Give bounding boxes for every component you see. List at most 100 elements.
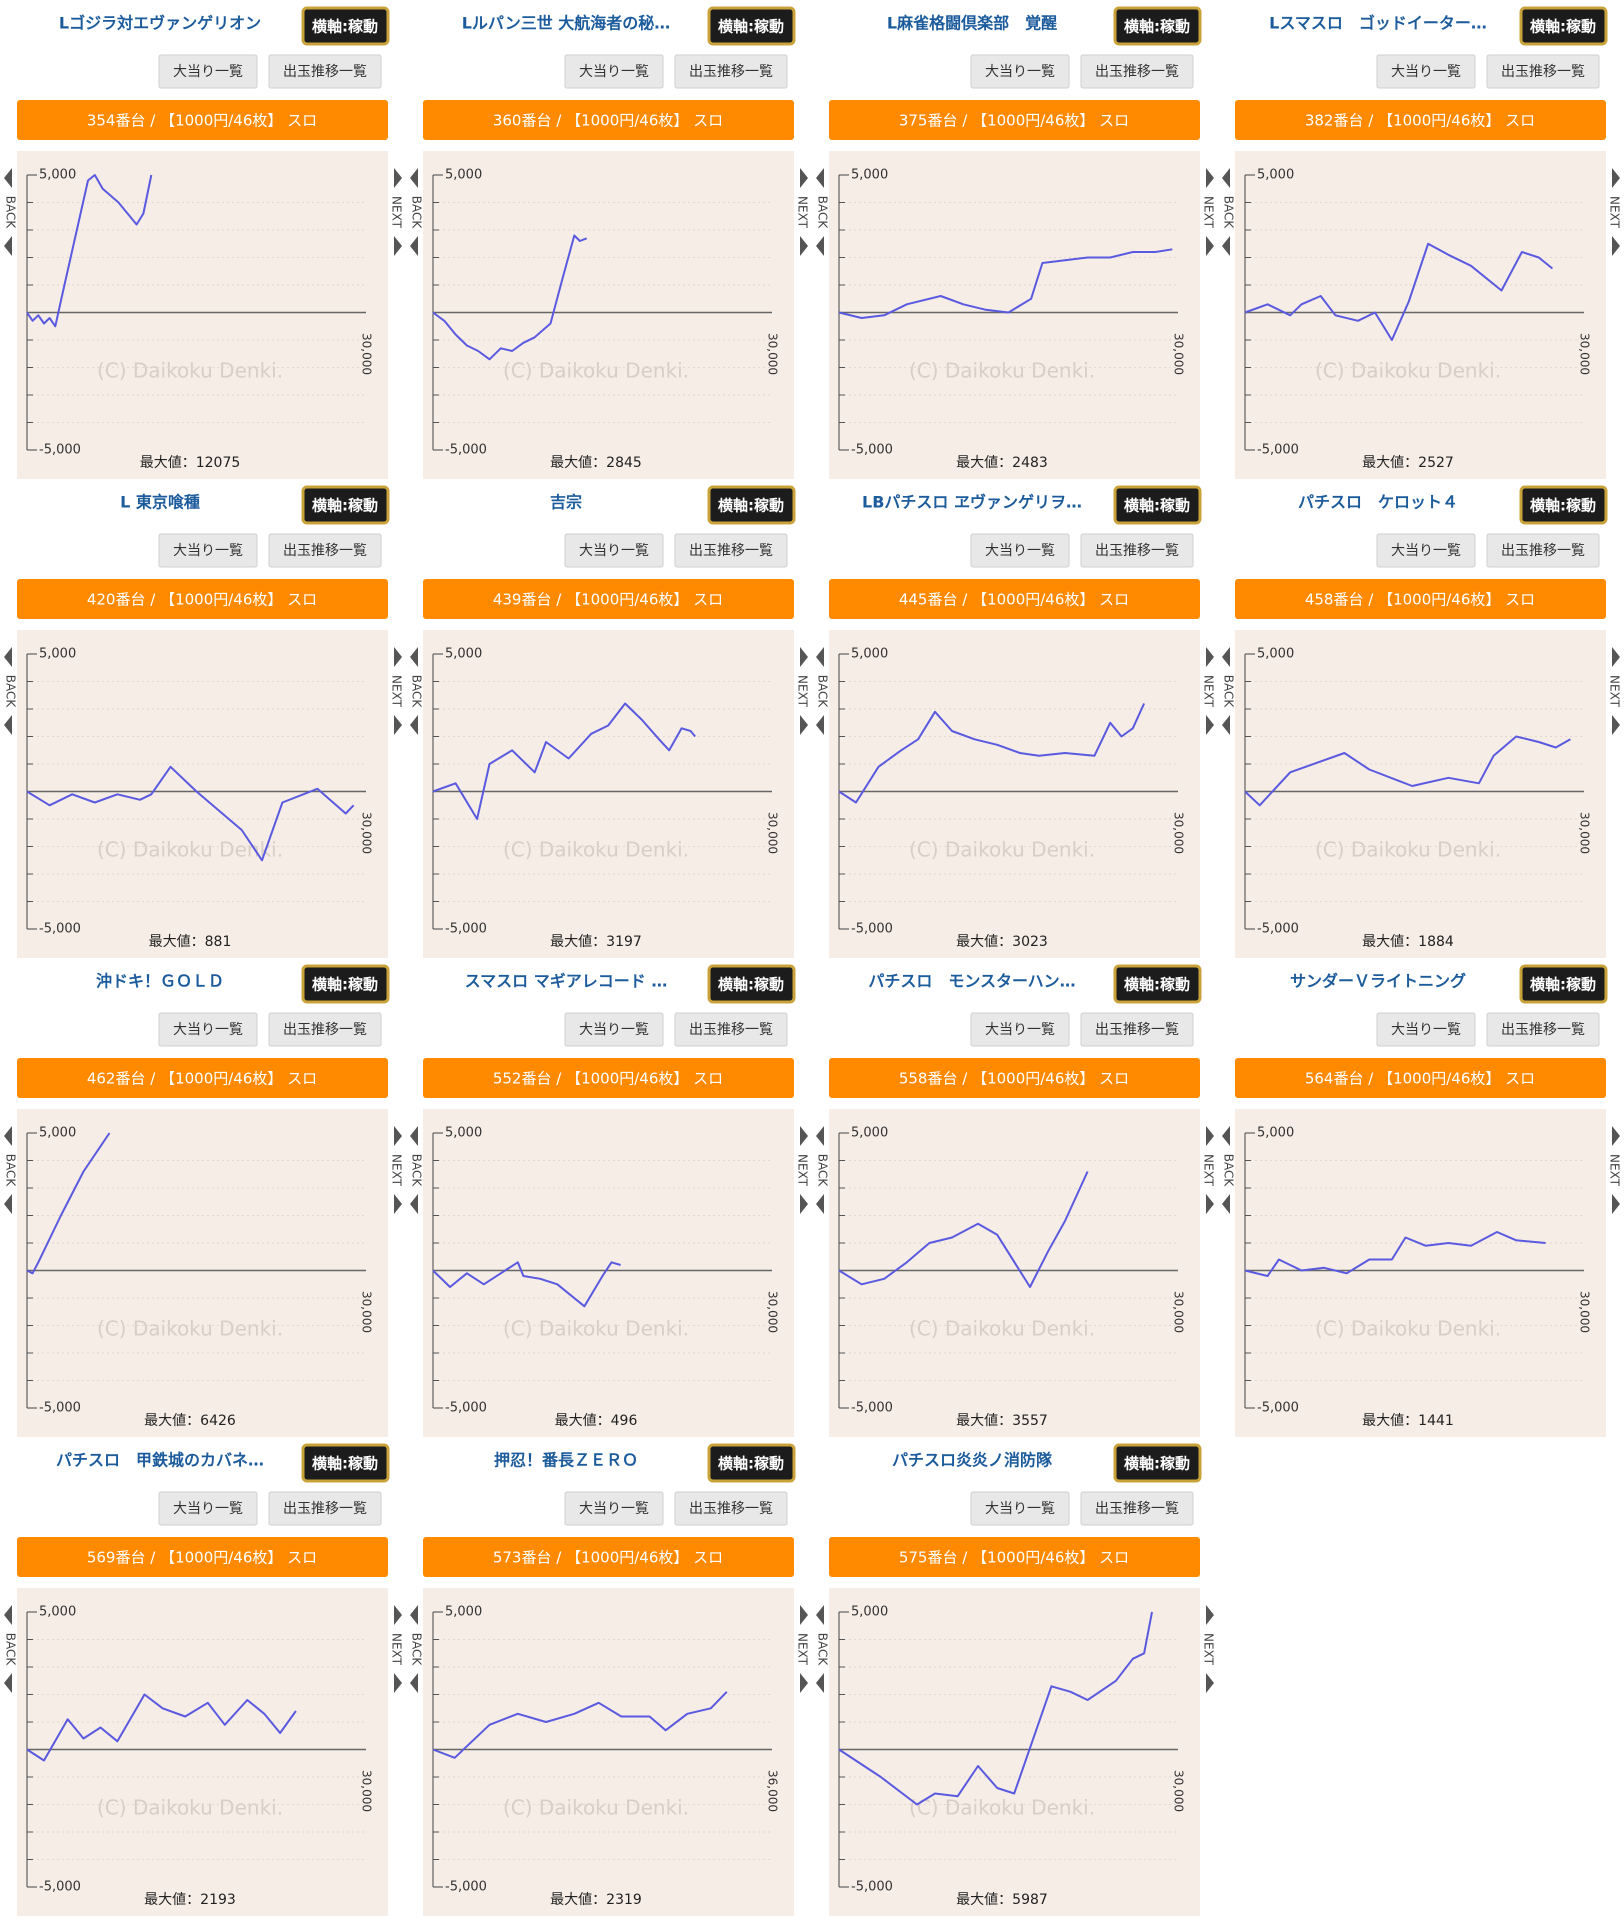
trend-button[interactable] — [268, 54, 382, 89]
next-arrow-up[interactable] — [1206, 168, 1214, 188]
next-label[interactable]: NEXT — [1202, 1154, 1216, 1187]
next-arrow-up[interactable] — [800, 1126, 808, 1146]
back-label[interactable]: BACK — [4, 1633, 18, 1667]
back-arrow-up[interactable] — [1222, 647, 1230, 667]
next-arrow-down[interactable] — [1612, 715, 1620, 735]
back-arrow-up[interactable] — [4, 168, 12, 188]
trend-button[interactable] — [674, 1491, 788, 1526]
back-arrow-down[interactable] — [4, 715, 12, 735]
mode-button[interactable] — [1113, 485, 1202, 525]
hits-button[interactable] — [158, 54, 258, 89]
next-arrow-down[interactable] — [800, 1673, 808, 1693]
next-label[interactable]: NEXT — [390, 1154, 404, 1187]
mode-button[interactable] — [301, 1443, 390, 1483]
back-arrow-up[interactable] — [4, 1605, 12, 1625]
back-arrow-down[interactable] — [410, 1194, 418, 1214]
back-label[interactable]: BACK — [4, 196, 18, 230]
next-arrow-down[interactable] — [394, 715, 402, 735]
mode-button[interactable] — [1519, 6, 1608, 46]
back-arrow-up[interactable] — [816, 1605, 824, 1625]
back-arrow-down[interactable] — [1222, 236, 1230, 256]
next-arrow-up[interactable] — [1206, 1605, 1214, 1625]
hits-button[interactable] — [158, 1012, 258, 1047]
back-arrow-down[interactable] — [4, 236, 12, 256]
back-label[interactable]: BACK — [816, 1633, 830, 1667]
next-arrow-up[interactable] — [394, 168, 402, 188]
next-label[interactable]: NEXT — [1202, 196, 1216, 229]
trend-button[interactable] — [1486, 54, 1600, 89]
next-label[interactable]: NEXT — [796, 1154, 810, 1187]
back-arrow-down[interactable] — [816, 715, 824, 735]
next-arrow-up[interactable] — [1612, 1126, 1620, 1146]
back-label[interactable]: BACK — [4, 1154, 18, 1188]
next-arrow-up[interactable] — [1206, 1126, 1214, 1146]
next-arrow-down[interactable] — [394, 236, 402, 256]
hits-button[interactable] — [564, 1012, 664, 1047]
back-arrow-up[interactable] — [410, 168, 418, 188]
trend-button[interactable] — [674, 1012, 788, 1047]
back-arrow-down[interactable] — [410, 236, 418, 256]
back-label[interactable]: BACK — [816, 196, 830, 230]
trend-button[interactable] — [1486, 533, 1600, 568]
next-arrow-down[interactable] — [800, 715, 808, 735]
hits-button[interactable] — [970, 1491, 1070, 1526]
trend-button[interactable] — [1486, 1012, 1600, 1047]
back-arrow-up[interactable] — [410, 647, 418, 667]
mode-button[interactable] — [707, 964, 796, 1004]
back-arrow-up[interactable] — [816, 168, 824, 188]
next-arrow-down[interactable] — [394, 1673, 402, 1693]
back-label[interactable]: BACK — [410, 675, 424, 709]
back-arrow-up[interactable] — [816, 1126, 824, 1146]
next-arrow-up[interactable] — [394, 1605, 402, 1625]
mode-button[interactable] — [1113, 1443, 1202, 1483]
mode-button[interactable] — [301, 485, 390, 525]
next-arrow-up[interactable] — [800, 1605, 808, 1625]
next-arrow-down[interactable] — [1206, 1673, 1214, 1693]
next-label[interactable]: NEXT — [1202, 1633, 1216, 1666]
hits-button[interactable] — [1376, 533, 1476, 568]
next-label[interactable]: NEXT — [796, 196, 810, 229]
next-label[interactable]: NEXT — [1608, 675, 1622, 708]
mode-button[interactable] — [1113, 964, 1202, 1004]
back-arrow-up[interactable] — [410, 1126, 418, 1146]
back-label[interactable]: BACK — [410, 1154, 424, 1188]
hits-button[interactable] — [564, 1491, 664, 1526]
next-label[interactable]: NEXT — [390, 1633, 404, 1666]
trend-button[interactable] — [268, 1491, 382, 1526]
back-arrow-down[interactable] — [1222, 1194, 1230, 1214]
trend-button[interactable] — [1080, 533, 1194, 568]
back-label[interactable]: BACK — [1222, 675, 1236, 709]
back-label[interactable]: BACK — [410, 1633, 424, 1667]
next-arrow-down[interactable] — [1206, 236, 1214, 256]
hits-button[interactable] — [970, 54, 1070, 89]
back-arrow-down[interactable] — [816, 1194, 824, 1214]
back-arrow-down[interactable] — [1222, 715, 1230, 735]
next-arrow-up[interactable] — [1612, 647, 1620, 667]
back-arrow-up[interactable] — [4, 1126, 12, 1146]
trend-button[interactable] — [1080, 1012, 1194, 1047]
back-label[interactable]: BACK — [4, 675, 18, 709]
mode-button[interactable] — [1519, 485, 1608, 525]
next-arrow-down[interactable] — [1612, 1194, 1620, 1214]
next-arrow-up[interactable] — [394, 1126, 402, 1146]
mode-button[interactable] — [707, 6, 796, 46]
hits-button[interactable] — [158, 533, 258, 568]
next-arrow-down[interactable] — [1612, 236, 1620, 256]
hits-button[interactable] — [1376, 1012, 1476, 1047]
mode-button[interactable] — [1519, 964, 1608, 1004]
back-arrow-up[interactable] — [1222, 168, 1230, 188]
trend-button[interactable] — [268, 1012, 382, 1047]
mode-button[interactable] — [707, 485, 796, 525]
mode-button[interactable] — [707, 1443, 796, 1483]
back-label[interactable]: BACK — [1222, 1154, 1236, 1188]
trend-button[interactable] — [1080, 1491, 1194, 1526]
next-arrow-down[interactable] — [800, 1194, 808, 1214]
mode-button[interactable] — [301, 6, 390, 46]
next-arrow-down[interactable] — [800, 236, 808, 256]
mode-button[interactable] — [301, 964, 390, 1004]
back-arrow-down[interactable] — [410, 1673, 418, 1693]
trend-button[interactable] — [1080, 54, 1194, 89]
trend-button[interactable] — [674, 54, 788, 89]
hits-button[interactable] — [970, 1012, 1070, 1047]
back-label[interactable]: BACK — [816, 1154, 830, 1188]
